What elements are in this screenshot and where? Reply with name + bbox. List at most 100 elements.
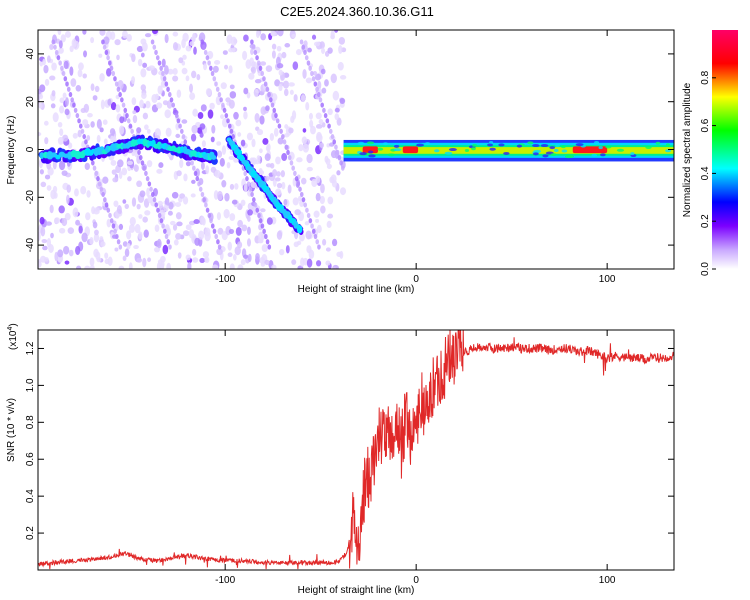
- heatmap-cell: [42, 245, 48, 251]
- heatmap-cell: [209, 218, 213, 224]
- heatmap-cell: [64, 108, 70, 116]
- heatmap-cell: [216, 150, 223, 158]
- heatmap-cell: [164, 33, 169, 44]
- heatmap-cell: [131, 97, 137, 106]
- heatmap-cell: [320, 205, 326, 214]
- heatmap-cell: [53, 192, 58, 199]
- heatmap-cell: [163, 228, 167, 234]
- heatmap-cell: [243, 87, 249, 95]
- heatmap-cell: [78, 123, 83, 129]
- heatmap-cell: [122, 30, 128, 39]
- heatmap-cell: [292, 197, 299, 206]
- heatmap-cell: [243, 106, 247, 112]
- heatmap-cell: [191, 70, 197, 79]
- heatmap-cell: [118, 171, 123, 180]
- heatmap-cell: [64, 212, 71, 221]
- heatmap-cell: [308, 218, 313, 224]
- heatmap-cell: [86, 190, 91, 198]
- heatmap-cell: [146, 187, 150, 197]
- spectrogram-ytick-label: -40: [25, 237, 36, 252]
- spectrogram-ylabel: Frequency (Hz): [6, 116, 17, 185]
- heatmap-cell: [516, 144, 523, 148]
- heatmap-cell: [151, 93, 158, 104]
- heatmap-cell: [203, 49, 208, 56]
- heatmap-cell: [234, 183, 239, 190]
- heatmap-cell: [114, 247, 119, 252]
- heatmap-cell: [139, 190, 146, 198]
- heatmap-cell: [284, 144, 289, 150]
- heatmap-cell: [84, 139, 88, 145]
- heatmap-cell: [142, 216, 148, 223]
- heatmap-cell: [533, 149, 542, 153]
- heatmap-cell: [185, 45, 192, 52]
- heatmap-cell: [249, 57, 255, 67]
- heatmap-cell: [138, 214, 143, 219]
- snr-ytick-label: 0.2: [25, 526, 36, 540]
- heatmap-cell: [115, 104, 121, 113]
- heatmap-cell: [217, 91, 222, 98]
- heatmap-cell: [104, 252, 109, 259]
- heatmap-cell: [260, 70, 265, 77]
- heatmap-cell: [293, 170, 297, 176]
- heatmap-cell: [216, 212, 222, 221]
- heatmap-cell: [288, 82, 295, 87]
- heatmap-cell: [416, 143, 424, 147]
- heatmap-cell: [187, 261, 192, 269]
- heatmap-cell: [299, 191, 304, 198]
- heatmap-cell: [94, 207, 100, 212]
- heatmap-cell: [302, 143, 310, 153]
- heatmap-cell: [247, 209, 253, 216]
- heatmap-cell: [217, 244, 222, 250]
- heatmap-cell: [73, 107, 78, 113]
- heatmap-cell: [167, 210, 173, 216]
- heatmap-cell: [212, 228, 217, 234]
- heatmap-cell: [302, 128, 307, 133]
- heatmap-cell: [156, 102, 163, 109]
- heatmap-cell: [209, 102, 215, 110]
- heatmap-cell: [132, 197, 137, 207]
- heatmap-cell: [313, 41, 321, 47]
- heatmap-cell: [72, 132, 78, 139]
- heatmap-cell: [52, 160, 57, 170]
- heatmap-cell: [62, 92, 67, 99]
- heatmap-cell: [336, 170, 341, 176]
- heatmap-cell: [205, 55, 210, 61]
- heatmap-cell: [38, 94, 44, 100]
- heatmap-cell: [169, 97, 174, 103]
- spectrogram-xlabel: Height of straight line (km): [298, 284, 415, 295]
- heatmap-cell: [200, 191, 205, 198]
- heatmap-cell: [216, 248, 223, 256]
- heatmap-cell: [178, 57, 184, 64]
- heatmap-cell: [58, 160, 66, 171]
- heatmap-cell: [211, 264, 219, 269]
- heatmap-cell: [200, 216, 205, 225]
- heatmap-cell: [305, 77, 313, 84]
- heatmap-cell: [332, 90, 340, 101]
- heatmap-cell: [144, 124, 149, 130]
- heatmap-cell: [147, 257, 152, 263]
- heatmap-cell: [128, 123, 133, 129]
- heatmap-cell: [258, 65, 263, 71]
- heatmap-cell: [86, 135, 91, 141]
- heatmap-cell: [193, 170, 198, 176]
- heatmap-cell: [251, 66, 256, 74]
- heatmap-cell: [150, 191, 155, 198]
- heatmap-cell: [102, 44, 107, 50]
- heatmap-cell: [62, 134, 69, 142]
- snr-scale-label: (x104): [7, 323, 19, 350]
- heatmap-cell: [107, 98, 112, 106]
- heatmap-cell: [312, 71, 318, 76]
- heatmap-cell: [137, 58, 143, 67]
- heatmap-cell: [527, 141, 534, 145]
- heatmap-cell: [200, 161, 205, 171]
- heatmap-cell: [229, 91, 237, 99]
- heatmap-cell: [181, 119, 188, 124]
- heatmap-cell: [196, 74, 201, 81]
- heatmap-cell: [56, 55, 61, 61]
- heatmap-cell: [224, 192, 230, 202]
- heatmap-cell: [126, 118, 131, 124]
- heatmap-cell: [281, 133, 285, 140]
- heatmap-cell: [157, 60, 162, 66]
- heatmap-cell: [75, 219, 81, 226]
- heatmap-cell: [152, 30, 158, 35]
